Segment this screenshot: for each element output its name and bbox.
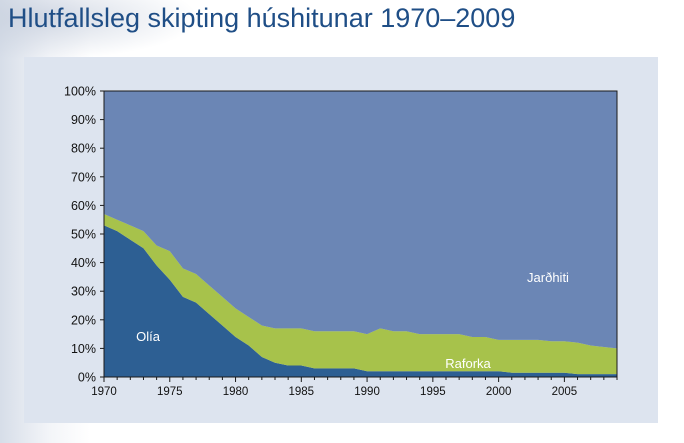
y-tick-label: 100% xyxy=(64,85,96,99)
y-tick-label: 60% xyxy=(71,199,96,213)
x-tick-label: 1980 xyxy=(223,386,249,398)
y-tick-label: 90% xyxy=(71,113,96,127)
series-label-olia: Olía xyxy=(136,329,161,344)
area-raforka xyxy=(104,213,617,375)
chart-areas xyxy=(104,91,617,377)
y-tick-label: 10% xyxy=(71,342,96,356)
x-tick-label: 2000 xyxy=(486,386,512,398)
x-tick-label: 1995 xyxy=(420,386,446,398)
y-tick-label: 50% xyxy=(71,228,96,242)
x-tick-label: 1985 xyxy=(289,386,315,398)
chart-title: Hlutfallsleg skipting húshitunar 1970–20… xyxy=(8,3,516,33)
series-label-raforka: Raforka xyxy=(445,356,491,371)
y-tick-label: 20% xyxy=(71,313,96,327)
y-tick-label: 0% xyxy=(78,371,96,385)
x-tick-label: 1975 xyxy=(157,386,183,398)
y-tick-label: 40% xyxy=(71,256,96,270)
background-decoration-top xyxy=(0,0,200,60)
x-tick-label: 1970 xyxy=(91,386,117,398)
area-jarðhiti xyxy=(104,91,617,349)
y-axis: 0% 10% 20% 30% 40% 50% 60% 70% 80% 90% 100% xyxy=(64,85,104,385)
x-tick-label: 2005 xyxy=(552,386,578,398)
x-axis: 1970 1975 1980 1985 1990 1995 2000 2005 xyxy=(91,377,618,398)
y-tick-label: 30% xyxy=(71,285,96,299)
series-label-jardhiti: Jarðhiti xyxy=(527,270,569,285)
x-tick-label: 1990 xyxy=(354,386,380,398)
y-tick-label: 70% xyxy=(71,170,96,184)
area-olía xyxy=(104,225,617,377)
y-tick-label: 80% xyxy=(71,142,96,156)
